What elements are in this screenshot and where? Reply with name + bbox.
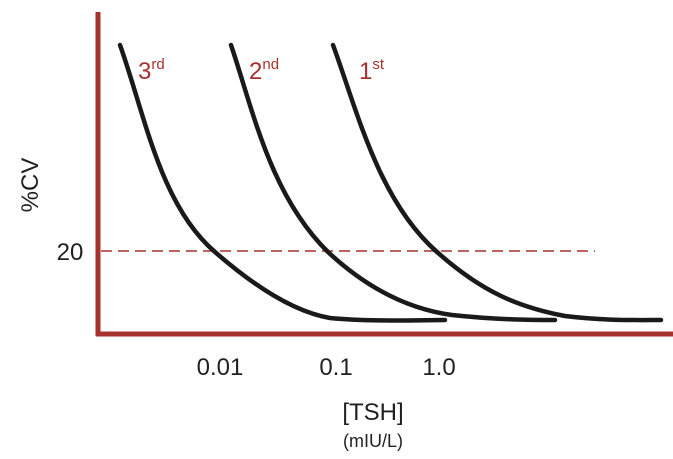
series-label-1st: 1st [359,56,385,85]
x-tick-label-1.0: 1.0 [422,354,455,381]
series-curve-1st [330,42,664,323]
series-curve-2nd [228,42,558,323]
series-curve-3rd [117,42,448,323]
x-axis-unit: (mIU/L) [343,431,403,451]
x-axis-title: [TSH] [342,399,403,426]
curves [117,42,664,323]
x-tick-label-0.01: 0.01 [197,354,244,381]
series-label-3rd: 3rd [138,56,165,85]
y-axis-title: %CV [17,158,44,213]
series-label-2nd: 2nd [249,56,279,85]
x-tick-label-0.1: 0.1 [319,354,352,381]
y-tick-label-20: 20 [57,239,84,266]
